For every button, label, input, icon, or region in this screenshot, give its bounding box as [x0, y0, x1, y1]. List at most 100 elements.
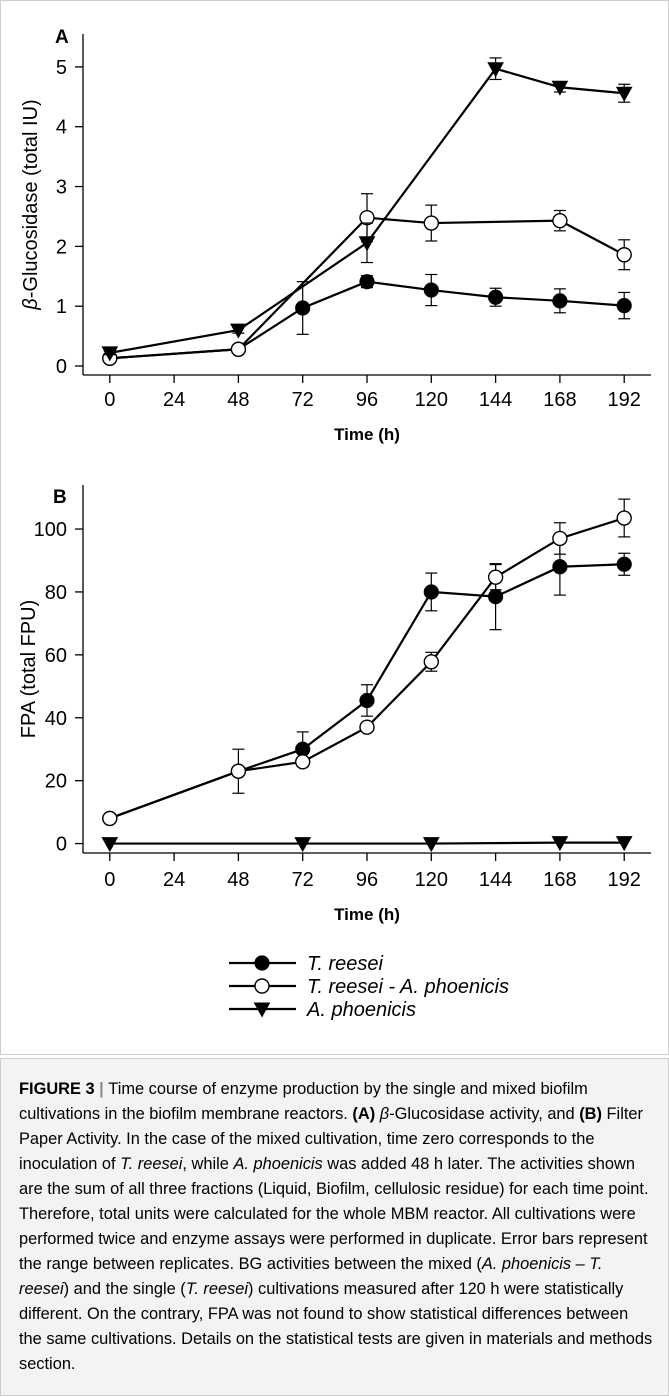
- series-open-circle: [102, 498, 632, 827]
- data-point: [359, 692, 375, 709]
- series-line: [109, 280, 625, 360]
- data-point: [294, 754, 311, 770]
- caption-body: Time course of enzyme production by the …: [19, 1080, 652, 1373]
- x-tick-label: 48: [227, 869, 249, 891]
- caption-text-run: T. reesei: [19, 1255, 603, 1298]
- caption-text-run: -Glucosidase activity, and: [389, 1105, 580, 1123]
- data-point: [295, 300, 311, 316]
- data-point: [358, 236, 376, 252]
- data-point: [616, 247, 632, 263]
- series-open-circle: [102, 193, 632, 366]
- data-point: [551, 836, 569, 852]
- data-point: [359, 719, 375, 735]
- x-tick-label: 192: [608, 869, 641, 891]
- panel-label: A: [55, 27, 69, 48]
- caption-text-run: was added 48 h later. The activities sho…: [19, 1155, 649, 1273]
- x-tick-label: 72: [292, 869, 314, 891]
- data-point: [423, 654, 440, 670]
- x-tick-label: 120: [415, 389, 448, 411]
- figure-panel: A 0 1 2 3 4 5 0 24 48 72 96 120 144 168 192 Time (h) β-Gl…: [0, 0, 669, 1055]
- caption-text-run: (A): [352, 1105, 376, 1123]
- caption-text-run: T. reesei: [120, 1155, 183, 1173]
- y-axis-label: β-Glucosidase (total IU): [20, 99, 42, 310]
- y-tick-label: 4: [56, 117, 67, 139]
- data-point: [615, 836, 633, 852]
- series-filled-circle: [102, 273, 632, 366]
- y-tick-label: 100: [34, 519, 67, 541]
- x-axis-label: Time (h): [334, 425, 400, 444]
- caption-text-run: Filter Paper Activity. In the case of th…: [19, 1105, 643, 1173]
- data-point: [230, 341, 247, 357]
- data-point: [487, 569, 504, 585]
- data-point: [230, 763, 247, 779]
- caption-text-run: A. phoenicis: [233, 1155, 323, 1173]
- legend-entry: T. reesei - A. phoenicis: [229, 976, 509, 998]
- data-point: [552, 293, 568, 309]
- data-point: [423, 282, 439, 298]
- caption-text-run: Time course of enzyme production by the …: [19, 1080, 588, 1123]
- data-point: [616, 556, 632, 572]
- data-point: [423, 584, 439, 600]
- series-filled-triangle-down: [101, 836, 633, 853]
- series-line: [109, 216, 625, 360]
- x-tick-label: 96: [356, 389, 378, 411]
- data-point: [487, 62, 504, 78]
- y-tick-label: 60: [45, 645, 67, 667]
- data-point: [615, 86, 633, 102]
- caption-text-run: , while: [182, 1155, 234, 1173]
- y-axis-label: FPA (total FPU): [18, 600, 40, 739]
- figure-caption: FIGURE 3 | Time course of enzyme product…: [0, 1058, 669, 1396]
- data-point: [552, 530, 568, 547]
- x-tick-label: 144: [479, 389, 512, 411]
- y-tick-label: 2: [56, 236, 67, 258]
- legend-marker: [254, 955, 270, 971]
- caption-separator: |: [94, 1080, 109, 1098]
- series-line: [109, 516, 625, 820]
- caption-text-run: β: [379, 1105, 390, 1123]
- y-axis-label-greek: β: [20, 298, 42, 310]
- x-tick-label: 0: [104, 389, 115, 411]
- series-filled-circle: [102, 537, 632, 827]
- data-point: [423, 215, 440, 231]
- x-tick-label: 120: [415, 869, 448, 891]
- data-point: [101, 346, 119, 362]
- series-filled-triangle-down: [101, 57, 633, 362]
- data-point: [552, 212, 568, 229]
- data-point: [294, 837, 312, 853]
- x-tick-label: 24: [163, 389, 185, 411]
- caption-label: FIGURE 3: [19, 1080, 95, 1098]
- data-point: [551, 80, 569, 96]
- series-line: [109, 563, 625, 820]
- legend-label: A. phoenicis: [306, 999, 416, 1021]
- y-tick-label: 40: [45, 708, 67, 730]
- y-axis-label-rest: -Glucosidase (total IU): [20, 99, 42, 298]
- x-tick-label: 0: [104, 869, 115, 891]
- caption-text-run: ) cultivations measured after 120 h were…: [19, 1280, 653, 1373]
- data-point: [422, 837, 440, 853]
- x-tick-label: 168: [543, 389, 576, 411]
- caption-text-run: (B): [579, 1105, 602, 1123]
- data-point: [488, 289, 504, 305]
- data-point: [616, 510, 632, 526]
- legend-marker: [254, 978, 270, 994]
- series-line: [109, 841, 625, 845]
- data-point: [616, 298, 632, 314]
- chart-panel-b: B 0 20 40 60 80 100 0 24 48 72 96 120 144 168 192 Time (…: [18, 485, 651, 924]
- legend-label: T. reesei: [307, 953, 384, 975]
- data-point: [230, 323, 247, 339]
- data-point: [359, 274, 375, 290]
- caption-text-run: T. reesei: [185, 1280, 249, 1298]
- legend-marker: [253, 1002, 271, 1018]
- data-point: [488, 589, 504, 605]
- data-point: [552, 559, 568, 575]
- data-point: [101, 837, 119, 853]
- caption-text-run: ) and the single (: [63, 1280, 186, 1298]
- legend-label: T. reesei - A. phoenicis: [307, 976, 509, 998]
- x-axis-label: Time (h): [334, 905, 400, 924]
- y-tick-label: 20: [45, 771, 67, 793]
- x-tick-label: 192: [608, 389, 641, 411]
- panel-label: B: [53, 487, 67, 508]
- figure-svg: A 0 1 2 3 4 5 0 24 48 72 96 120 144 168 192 Time (h) β-Gl…: [18, 27, 651, 1021]
- y-tick-label: 0: [56, 834, 67, 856]
- chart-panel-a: A 0 1 2 3 4 5 0 24 48 72 96 120 144 168 192 Time (h) β-Gl…: [20, 27, 651, 444]
